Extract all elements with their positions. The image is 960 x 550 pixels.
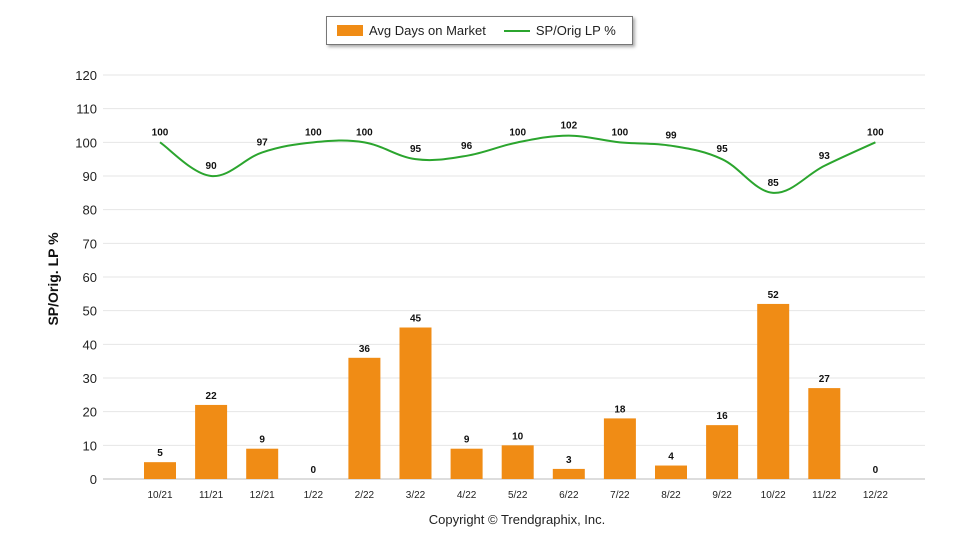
bar-6/22 <box>552 468 585 479</box>
x-tick-label: 9/22 <box>712 490 732 501</box>
bar-data-labels: 5 22 9 0 36 45 9 10 3 18 4 16 52 27 0 <box>157 290 878 476</box>
y-tick-label: 40 <box>83 337 97 352</box>
y-tick-label: 90 <box>83 169 97 184</box>
bar-4/22 <box>450 448 483 479</box>
legend-swatch-line <box>503 29 530 32</box>
bar-10/21 <box>144 462 176 479</box>
bar-value-label: 18 <box>614 404 626 415</box>
y-tick-label: 110 <box>76 102 97 117</box>
legend-label-line: SP/Orig LP % <box>535 23 616 38</box>
legend-label-bar: Avg Days on Market <box>369 23 486 38</box>
bar-12/21 <box>246 448 279 479</box>
bar-value-label: 3 <box>566 455 572 466</box>
y-tick-label: 10 <box>83 438 97 453</box>
line-value-label: 93 <box>819 151 831 162</box>
line-value-label: 99 <box>665 131 677 142</box>
bar-value-label: 9 <box>259 435 265 446</box>
x-axis-ticks: 10/21 11/21 12/21 1/22 2/22 3/22 4/22 5/22 6/22 7… <box>147 490 888 501</box>
y-tick-label: 20 <box>83 405 97 420</box>
copyright-text: Copyright © Trendgraphix, Inc. <box>428 512 606 527</box>
bar-7/22 <box>603 418 636 479</box>
y-tick-label: 50 <box>83 304 97 319</box>
bar-value-label: 5 <box>157 448 163 459</box>
line-value-label: 95 <box>410 144 422 155</box>
bar-value-label: 27 <box>819 374 831 385</box>
bar-value-label: 10 <box>512 431 524 442</box>
bar-value-label: 9 <box>464 435 470 446</box>
x-tick-label: 12/22 <box>863 490 888 501</box>
bar-value-label: 0 <box>311 465 317 476</box>
y-tick-label: 0 <box>90 472 97 487</box>
bar-value-label: 52 <box>768 290 780 301</box>
y-axis-label: SP/Orig. LP % <box>45 232 61 326</box>
x-tick-label: 11/21 <box>199 490 224 501</box>
bar-11/22 <box>808 388 841 479</box>
x-tick-label: 5/22 <box>508 490 528 501</box>
x-tick-label: 6/22 <box>559 490 579 501</box>
line-value-label: 100 <box>867 127 884 138</box>
y-axis-ticks: 0 10 20 30 40 50 60 70 80 90 100 110 120 <box>75 68 97 487</box>
y-tick-label: 80 <box>83 203 97 218</box>
line-value-label: 95 <box>717 144 729 155</box>
line-value-label: 100 <box>152 127 169 138</box>
x-tick-label: 10/21 <box>147 490 172 501</box>
bar-5/22 <box>501 445 534 479</box>
bar-value-label: 4 <box>668 452 674 463</box>
bar-value-label: 45 <box>410 314 422 325</box>
bar-value-label: 36 <box>359 344 371 355</box>
x-tick-label: 11/22 <box>812 490 837 501</box>
x-tick-label: 10/22 <box>761 490 786 501</box>
line-value-label: 85 <box>768 178 780 189</box>
line-value-label: 102 <box>560 121 577 132</box>
y-tick-label: 120 <box>75 68 97 83</box>
bar-3/22 <box>399 327 432 479</box>
x-tick-label: 3/22 <box>406 490 426 501</box>
x-tick-label: 7/22 <box>610 490 630 501</box>
line-value-label: 90 <box>206 161 218 172</box>
bar-value-label: 16 <box>717 411 729 422</box>
x-tick-label: 12/21 <box>250 490 275 501</box>
legend-item-bar: Avg Days on Market <box>327 23 486 38</box>
bar-series <box>144 303 841 479</box>
bar-value-label: 22 <box>206 391 218 402</box>
bar-11/21 <box>195 404 228 479</box>
bar-10/22 <box>757 303 790 479</box>
legend-item-line: SP/Orig LP % <box>486 23 616 38</box>
x-tick-label: 4/22 <box>457 490 477 501</box>
y-tick-label: 60 <box>83 270 97 285</box>
bar-9/22 <box>706 425 739 479</box>
y-tick-label: 30 <box>83 371 97 386</box>
line-value-label: 100 <box>612 127 629 138</box>
x-tick-label: 8/22 <box>661 490 681 501</box>
y-tick-label: 100 <box>75 135 97 150</box>
bar-8/22 <box>655 465 687 479</box>
grid-lines <box>103 74 925 480</box>
line-value-label: 97 <box>257 137 269 148</box>
legend: Avg Days on Market SP/Orig LP % <box>326 16 633 45</box>
bar-2/22 <box>348 357 381 479</box>
bar-value-label: 0 <box>873 465 879 476</box>
x-tick-label: 1/22 <box>304 490 324 501</box>
legend-swatch-bar <box>337 25 363 36</box>
x-tick-label: 2/22 <box>355 490 375 501</box>
line-value-label: 100 <box>509 127 526 138</box>
line-value-label: 96 <box>461 141 473 152</box>
line-series <box>159 134 876 194</box>
y-tick-label: 70 <box>83 236 97 251</box>
line-value-label: 100 <box>305 127 322 138</box>
line-data-labels: 100 90 97 100 100 95 96 100 102 100 99 95 85 93 100 <box>152 121 885 189</box>
line-value-label: 100 <box>356 127 373 138</box>
